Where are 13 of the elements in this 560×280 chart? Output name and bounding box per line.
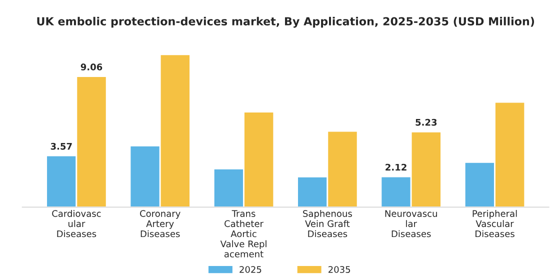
data-label: 3.57 [50,142,72,150]
x-tick-label: Coronary Artery Diseases [140,210,180,238]
x-tick-label: Saphenous Vein Graft Diseases [303,210,352,238]
x-tick-label: Neurovascu lar Diseases [385,210,437,238]
x-tick-label: Trans Catheter Aortic Valve Repl acement [220,210,266,258]
data-label: 9.06 [80,64,102,70]
legend-label: 2035 [328,266,350,273]
legend-label: 2025 [240,266,262,273]
x-tick-label: Peripheral Vascular Diseases [472,210,517,238]
chart-title: UK embolic protection-devices market, By Application, 2025-2035 (USD Million) [37,16,534,28]
data-label: 5.23 [416,118,437,126]
data-label: 2.12 [386,164,406,171]
x-tick-label: Cardiovasc ular Diseases [52,210,101,238]
